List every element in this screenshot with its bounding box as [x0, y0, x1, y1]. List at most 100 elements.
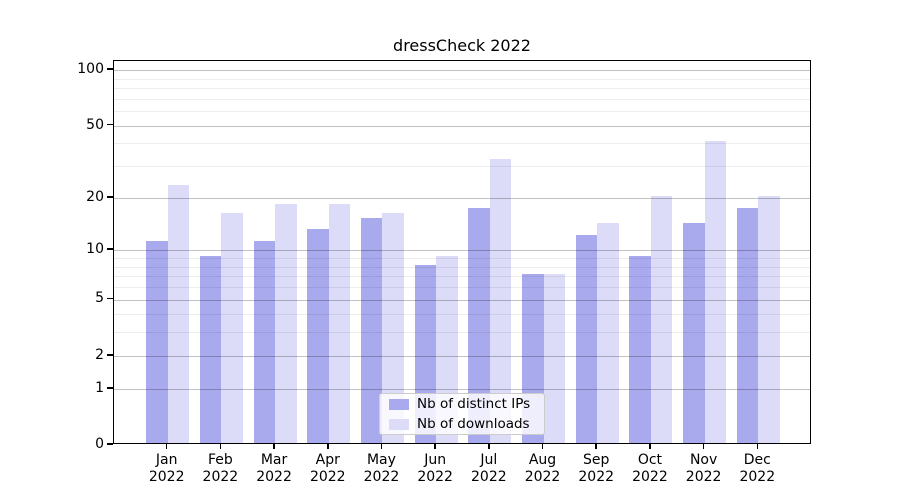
bar-distinct-ips: [468, 208, 490, 443]
x-axis-tick-mark: [488, 444, 490, 449]
bar-distinct-ips: [199, 256, 222, 443]
x-axis-month: Mar: [260, 452, 288, 468]
x-axis-tick-mark: [434, 444, 436, 449]
x-axis-month: Nov: [689, 452, 718, 468]
plot-area: [113, 60, 811, 444]
x-axis-tick-label: Dec 2022: [729, 452, 785, 485]
x-axis-tick-mark: [165, 444, 168, 449]
x-axis-month: Apr: [315, 452, 340, 468]
y-axis-tick-label: 1: [95, 379, 104, 396]
y-axis-tick-mark: [107, 195, 113, 198]
x-axis-year: 2022: [256, 468, 292, 485]
x-axis-tick-label: Jul 2022: [461, 452, 517, 485]
x-axis-year: 2022: [417, 468, 453, 485]
x-axis-month: Sep: [583, 452, 610, 468]
x-axis-tick-label: Feb 2022: [192, 452, 248, 485]
minor-gridline: [114, 143, 810, 145]
minor-gridline: [114, 111, 810, 113]
x-axis-month: Jan: [155, 452, 178, 468]
major-gridline: [114, 355, 810, 357]
minor-gridline: [114, 276, 810, 278]
bar-downloads: [758, 195, 780, 443]
x-axis-tick-mark: [702, 444, 705, 449]
legend-label-downloads: Nb of downloads: [417, 416, 530, 432]
legend-swatch-downloads: [389, 418, 409, 430]
legend-item-distinct-ips: Nb of distinct IPs: [389, 396, 535, 412]
x-axis-tick-label: Jun 2022: [407, 452, 463, 485]
bar-downloads: [543, 274, 566, 443]
x-axis-month: Jul: [480, 452, 498, 468]
bar-distinct-ips: [253, 241, 276, 443]
y-axis-tick-label: 5: [95, 290, 104, 307]
x-axis-month: Feb: [207, 452, 233, 468]
x-axis-month: Aug: [528, 452, 557, 468]
x-axis-month: Oct: [637, 452, 663, 468]
x-axis-tick-label: Mar 2022: [246, 452, 302, 485]
major-gridline: [114, 125, 810, 127]
x-axis-tick-mark: [541, 444, 544, 449]
bar-distinct-ips: [683, 223, 705, 443]
bar-distinct-ips: [629, 256, 651, 443]
minor-gridline: [114, 332, 810, 334]
bar-distinct-ips: [146, 241, 168, 443]
x-axis-tick-label: Nov 2022: [676, 452, 732, 485]
major-gridline: [114, 250, 810, 252]
bar-downloads: [167, 184, 190, 443]
bar-distinct-ips: [360, 217, 383, 443]
x-axis-tick-label: Apr 2022: [300, 452, 356, 485]
major-gridline: [114, 299, 810, 301]
x-axis-tick-mark: [219, 444, 222, 449]
x-axis-year: 2022: [685, 468, 722, 485]
bar-distinct-ips: [307, 228, 329, 443]
y-axis-tick-mark: [107, 297, 113, 300]
x-axis-tick-mark: [273, 444, 275, 449]
bar-downloads: [597, 223, 619, 443]
x-axis-tick-label: Aug 2022: [515, 452, 571, 485]
x-axis-year: 2022: [202, 468, 239, 485]
x-axis-tick-label: Oct 2022: [622, 452, 678, 485]
x-axis-year: 2022: [632, 468, 668, 485]
x-axis-year: 2022: [363, 468, 400, 485]
x-axis-tick-mark: [649, 444, 651, 449]
bar-downloads: [328, 203, 351, 443]
x-axis-year: 2022: [471, 468, 507, 485]
y-axis-tick-label: 50: [86, 116, 104, 133]
bar-downloads: [382, 212, 404, 443]
bar-downloads: [650, 195, 673, 443]
x-axis-month: Jun: [424, 452, 447, 468]
minor-gridline: [114, 98, 810, 100]
minor-gridline: [114, 287, 810, 288]
y-axis-tick-label: 10: [86, 241, 104, 258]
bar-downloads: [221, 212, 243, 443]
major-gridline: [114, 388, 810, 390]
chart-title: dressCheck 2022: [393, 36, 531, 55]
minor-gridline: [114, 266, 810, 268]
y-axis-tick-mark: [107, 123, 113, 126]
minor-gridline: [114, 88, 810, 90]
minor-gridline: [114, 258, 810, 259]
minor-gridline: [114, 78, 810, 80]
legend: Nb of distinct IPs Nb of downloads: [379, 393, 545, 435]
legend-swatch-distinct-ips: [389, 398, 409, 410]
major-gridline: [114, 197, 810, 199]
bar-downloads: [489, 159, 512, 443]
x-axis-year: 2022: [578, 468, 615, 485]
legend-item-downloads: Nb of downloads: [389, 416, 535, 432]
y-axis-tick-mark: [107, 68, 113, 70]
major-gridline: [114, 70, 810, 72]
y-axis-tick-mark: [107, 353, 113, 356]
x-axis-tick-mark: [595, 444, 598, 449]
x-axis-tick-mark: [756, 444, 759, 449]
x-axis-year: 2022: [148, 468, 185, 485]
x-axis-year: 2022: [309, 468, 346, 485]
x-axis-tick-label: Jan 2022: [139, 452, 195, 485]
x-axis-tick-mark: [326, 444, 329, 449]
y-axis-tick-mark: [107, 248, 113, 251]
x-axis-year: 2022: [739, 468, 776, 485]
y-axis-tick-mark: [107, 443, 113, 445]
y-axis-tick-label: 20: [86, 188, 104, 205]
bar-downloads: [275, 203, 297, 443]
x-axis-tick-mark: [380, 444, 383, 449]
x-axis-month: Dec: [743, 452, 771, 468]
